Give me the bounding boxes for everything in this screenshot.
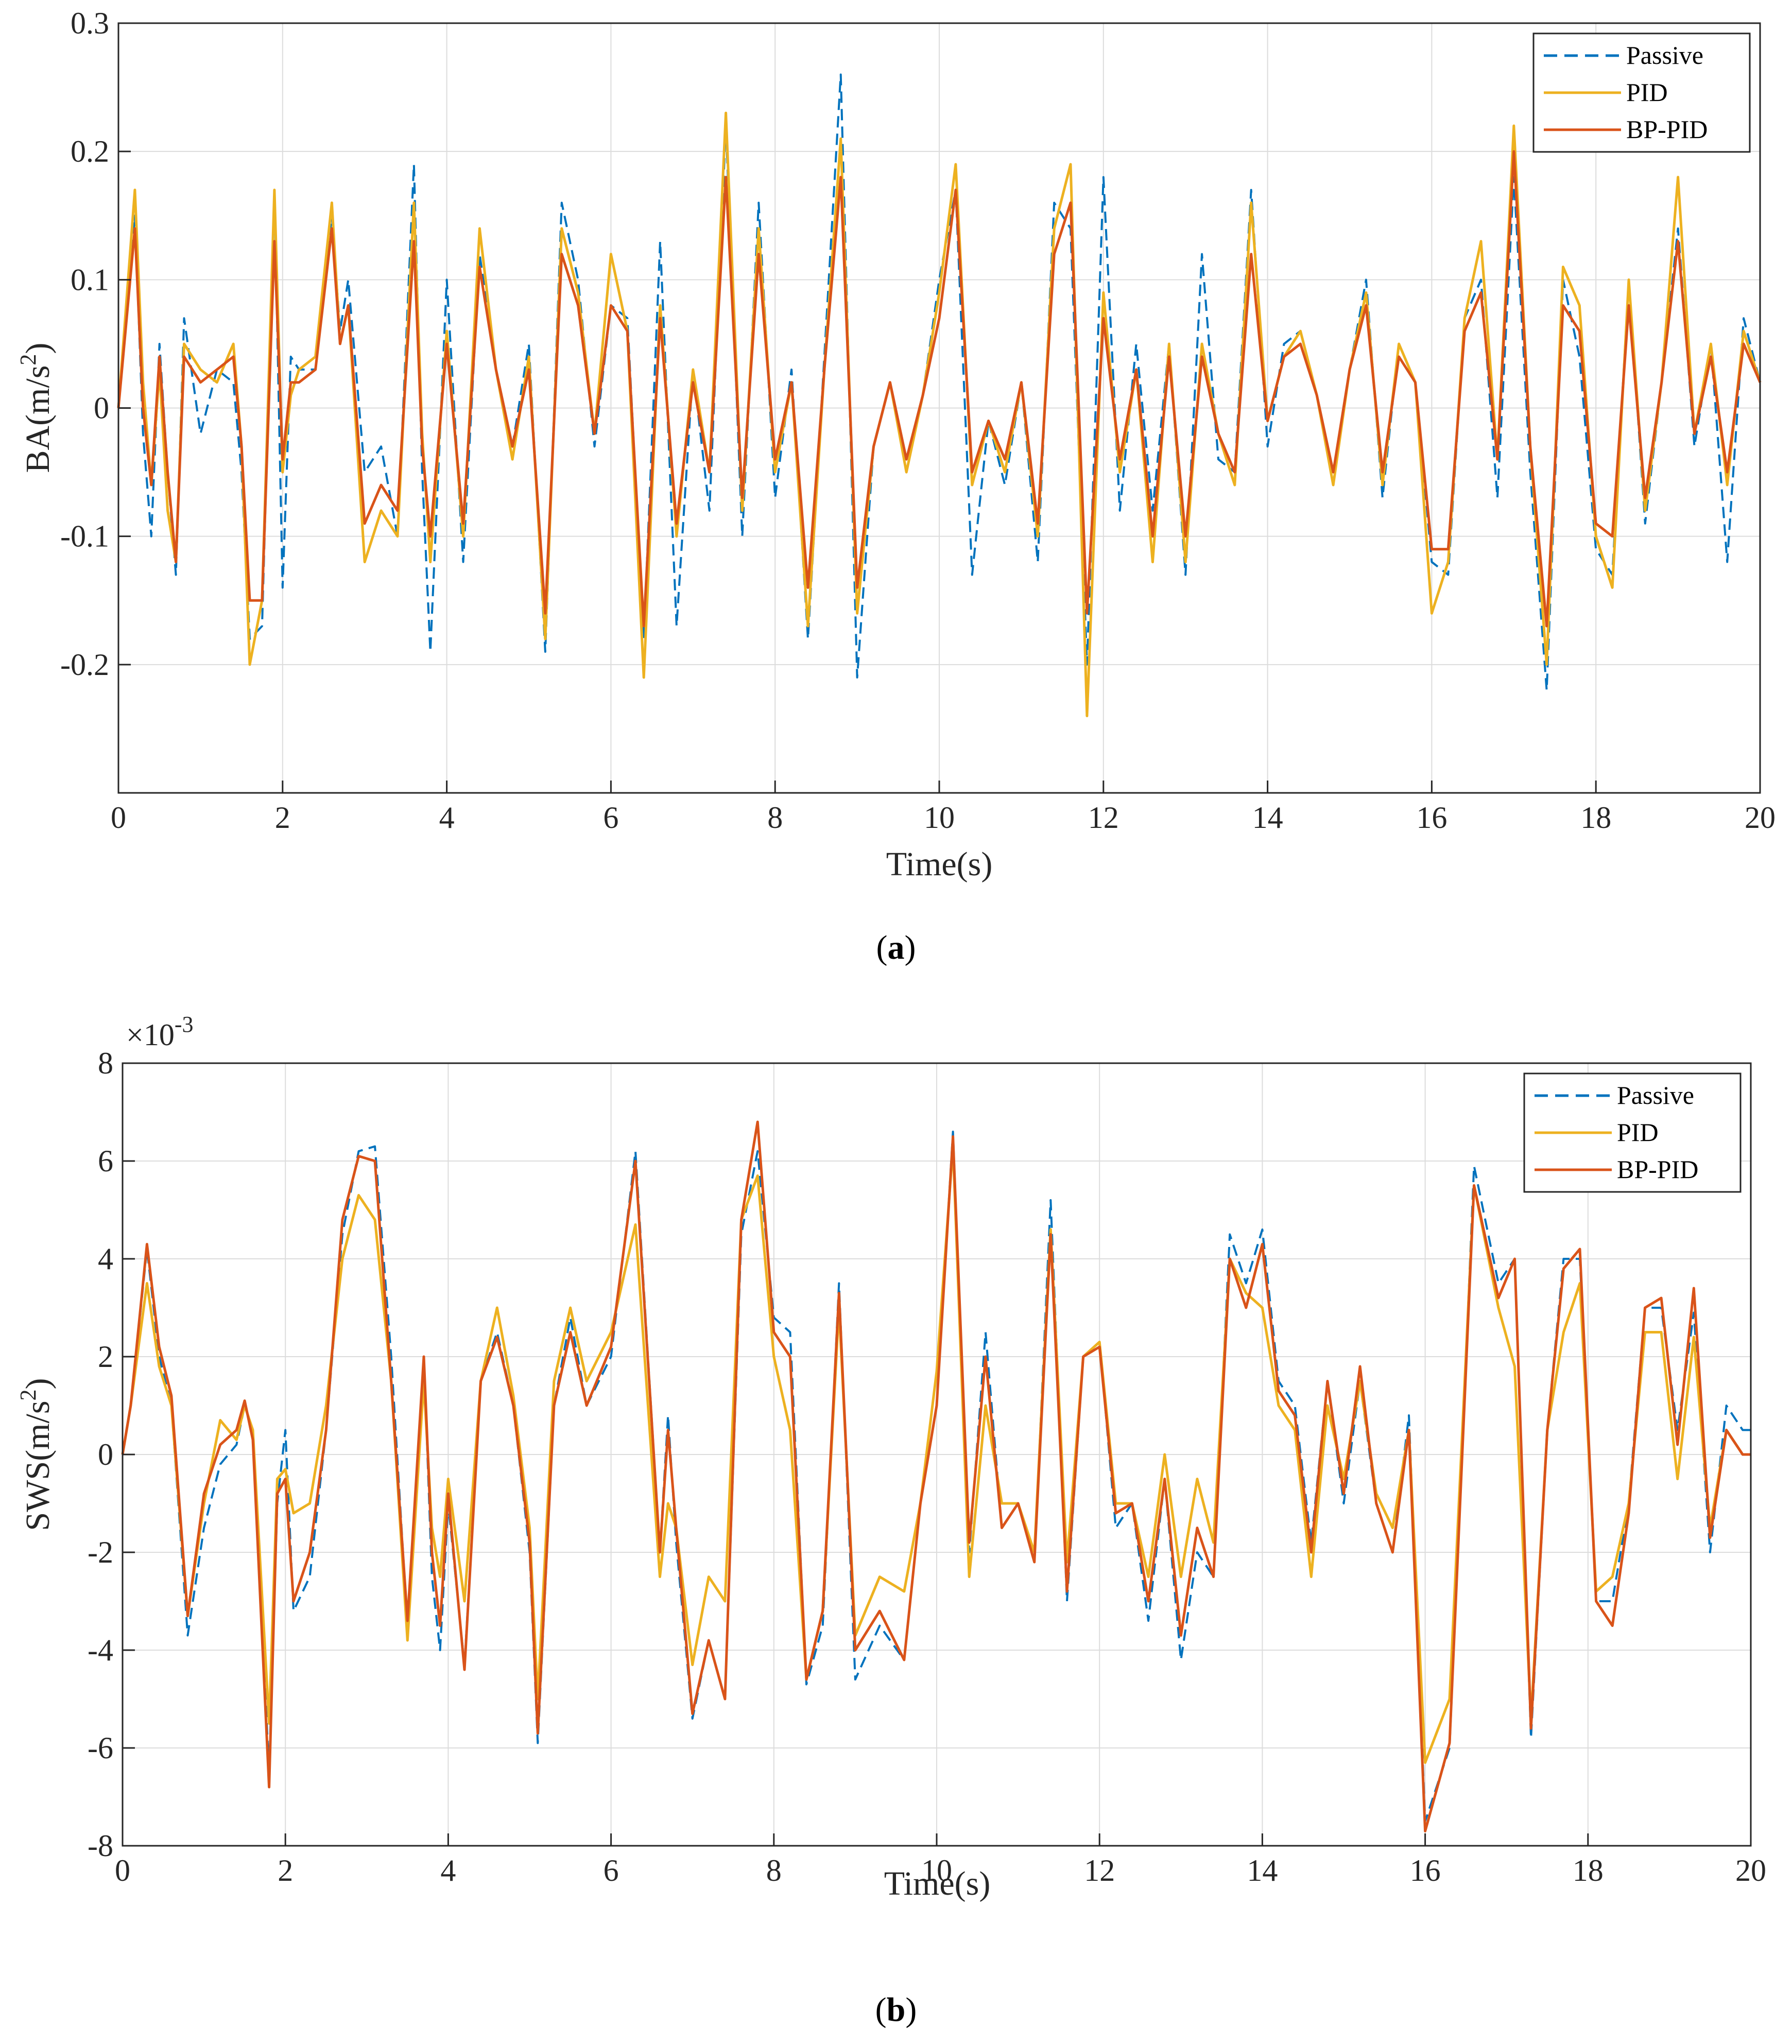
y-tick-label-b-5: 2 bbox=[98, 1340, 113, 1374]
legend-label-pid-b: PID bbox=[1617, 1118, 1659, 1147]
x-tick-label-a-3: 6 bbox=[603, 801, 618, 835]
x-tick-label-a-9: 18 bbox=[1580, 801, 1611, 835]
series-line-bppid-a bbox=[117, 150, 1762, 628]
series-b bbox=[121, 1120, 1751, 1832]
x-tick-label-a-8: 16 bbox=[1416, 801, 1447, 835]
y-tick-label-a-4: 0.2 bbox=[71, 134, 109, 168]
legend-label-passive-a: Passive bbox=[1626, 41, 1703, 70]
legend-a: Passive PID BP-PID bbox=[1532, 32, 1751, 153]
panel-a: 0 2 4 6 8 10 12 14 16 18 20 -0.2 -0.1 0 0.1 0.2 0.3 Time… bbox=[15, 6, 1776, 966]
legend-label-passive-b: Passive bbox=[1617, 1081, 1694, 1110]
x-tick-label-a-7: 14 bbox=[1252, 801, 1283, 835]
x-tick-label-a-6: 12 bbox=[1088, 801, 1119, 835]
y-tick-label-a-3: 0.1 bbox=[71, 263, 109, 297]
caption-a: (a) bbox=[876, 929, 916, 966]
caption-b: (b) bbox=[875, 1991, 917, 2029]
y-axis-label-b: SWS(m/s2) bbox=[15, 1378, 57, 1531]
x-tick-label-b-9: 18 bbox=[1573, 1854, 1604, 1887]
x-tick-label-b-6: 12 bbox=[1084, 1854, 1115, 1887]
y-axis-label-a: BA(m/s2) bbox=[15, 342, 57, 473]
legend-label-bppid-b: BP-PID bbox=[1617, 1155, 1698, 1184]
panel-b: 0 2 4 6 8 10 12 14 16 18 20 -8 -6 -4 -2 0 2 4 6 8 ×10-3 Tim… bbox=[15, 1012, 1766, 2029]
legend-label-bppid-a: BP-PID bbox=[1626, 115, 1708, 144]
x-tick-label-a-2: 4 bbox=[439, 801, 455, 835]
y-tick-label-a-0: -0.2 bbox=[60, 648, 109, 682]
y-tick-label-b-0: -8 bbox=[88, 1829, 113, 1863]
y-tick-label-b-1: -6 bbox=[88, 1731, 113, 1765]
x-tick-label-a-10: 20 bbox=[1745, 801, 1776, 835]
ticks-b: 0 2 4 6 8 10 12 14 16 18 20 -8 -6 -4 -2 0 2 4 6 8 bbox=[88, 1046, 1766, 1887]
x-tick-label-b-4: 8 bbox=[766, 1854, 782, 1887]
y-tick-label-b-4: 0 bbox=[98, 1437, 113, 1471]
legend-b: Passive PID BP-PID bbox=[1523, 1072, 1742, 1193]
y-exponent-b: ×10-3 bbox=[126, 1012, 194, 1052]
y-tick-label-b-8: 8 bbox=[98, 1046, 113, 1080]
ticks-a: 0 2 4 6 8 10 12 14 16 18 20 -0.2 -0.1 0 0.1 0.2 0.3 bbox=[60, 6, 1776, 835]
y-tick-label-b-3: -2 bbox=[88, 1535, 113, 1569]
x-tick-label-b-8: 16 bbox=[1410, 1854, 1441, 1887]
y-tick-label-a-5: 0.3 bbox=[71, 6, 109, 40]
x-tick-label-b-1: 2 bbox=[278, 1854, 293, 1887]
x-tick-label-b-10: 20 bbox=[1735, 1854, 1766, 1887]
x-tick-label-a-0: 0 bbox=[111, 801, 126, 835]
y-tick-label-b-2: -4 bbox=[88, 1633, 113, 1667]
x-tick-label-b-5: 10 bbox=[921, 1854, 952, 1887]
y-tick-label-b-6: 4 bbox=[98, 1242, 113, 1276]
x-tick-label-b-3: 6 bbox=[604, 1854, 619, 1887]
legend-label-pid-a: PID bbox=[1626, 78, 1668, 107]
x-tick-label-b-2: 4 bbox=[440, 1854, 456, 1887]
y-tick-label-a-1: -0.1 bbox=[60, 519, 109, 553]
x-axis-label-b: Time(s) bbox=[884, 1865, 991, 1902]
series-a bbox=[117, 73, 1762, 717]
x-tick-label-a-4: 8 bbox=[767, 801, 783, 835]
y-tick-label-a-2: 0 bbox=[94, 391, 109, 425]
y-tick-label-b-7: 6 bbox=[98, 1144, 113, 1178]
series-line-bppid-b bbox=[121, 1120, 1751, 1832]
x-tick-label-a-1: 2 bbox=[275, 801, 290, 835]
x-tick-label-b-7: 14 bbox=[1247, 1854, 1278, 1887]
x-axis-label-a: Time(s) bbox=[886, 845, 993, 883]
x-tick-label-b-0: 0 bbox=[115, 1854, 130, 1887]
x-tick-label-a-5: 10 bbox=[924, 801, 955, 835]
